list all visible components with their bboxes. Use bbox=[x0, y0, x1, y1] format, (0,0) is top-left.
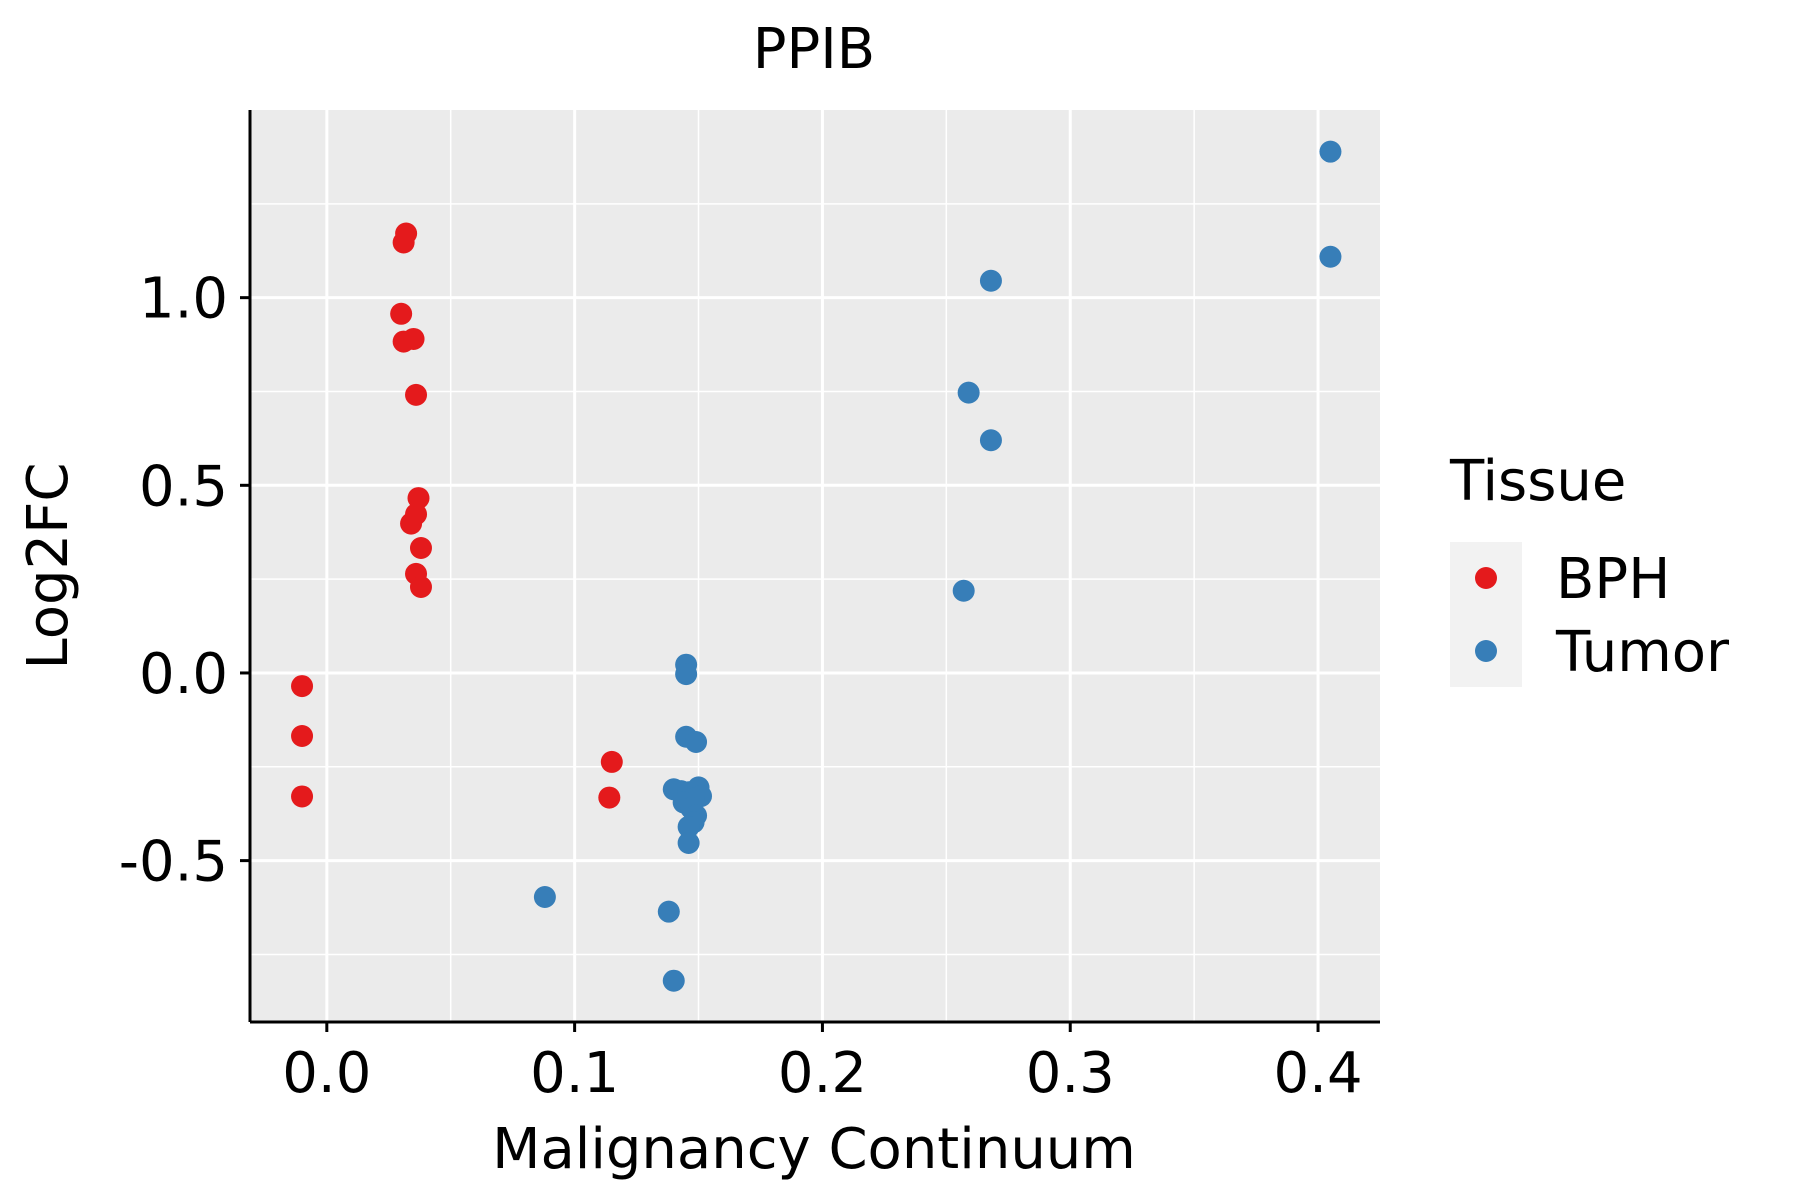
y-axis-ticks: -0.5 0.0 0.5 1.0 bbox=[119, 267, 250, 895]
point-bph bbox=[291, 675, 314, 698]
legend-label-tumor: Tumor bbox=[1555, 620, 1730, 685]
legend-title: Tissue bbox=[1449, 449, 1626, 514]
point-bph bbox=[409, 536, 432, 559]
point-tumor bbox=[677, 831, 700, 854]
point-tumor bbox=[1319, 140, 1342, 163]
x-tick-label: 0.1 bbox=[530, 1041, 619, 1106]
x-tick-label: 0.2 bbox=[778, 1041, 867, 1106]
x-tick-label: 0.4 bbox=[1274, 1041, 1363, 1106]
point-tumor bbox=[533, 886, 556, 909]
point-tumor bbox=[979, 429, 1002, 452]
y-axis-label: Log2FC bbox=[16, 463, 81, 670]
x-tick-label: 0.3 bbox=[1026, 1041, 1115, 1106]
plot-panel bbox=[250, 110, 1380, 1022]
point-tumor bbox=[1319, 245, 1342, 268]
point-tumor bbox=[952, 579, 975, 602]
point-bph bbox=[400, 512, 423, 535]
x-axis-ticks: 0.0 0.1 0.2 0.3 0.4 bbox=[282, 1022, 1363, 1106]
legend-label-bph: BPH bbox=[1556, 547, 1670, 612]
point-tumor bbox=[675, 663, 698, 686]
point-tumor bbox=[657, 900, 680, 923]
legend-key-bph bbox=[1475, 567, 1497, 589]
point-tumor bbox=[677, 815, 700, 838]
x-axis-label: Malignancy Continuum bbox=[492, 1117, 1136, 1182]
point-bph bbox=[409, 576, 432, 599]
point-bph bbox=[291, 725, 314, 748]
point-bph bbox=[392, 330, 415, 353]
point-bph bbox=[390, 302, 413, 325]
point-tumor bbox=[979, 269, 1002, 292]
minor-gridlines bbox=[250, 110, 1380, 1022]
point-bph bbox=[392, 231, 415, 254]
data-points bbox=[291, 140, 1342, 992]
legend-key-background bbox=[1450, 542, 1522, 687]
chart-title: PPIB bbox=[753, 17, 875, 82]
legend-key-tumor bbox=[1475, 640, 1497, 662]
point-bph bbox=[291, 785, 314, 808]
point-bph bbox=[405, 383, 428, 406]
y-tick-label: 0.0 bbox=[139, 642, 228, 707]
point-bph bbox=[600, 750, 623, 773]
y-tick-label: -0.5 bbox=[119, 830, 228, 895]
legend: Tissue BPH Tumor bbox=[1449, 449, 1730, 687]
point-bph bbox=[598, 786, 621, 809]
point-tumor bbox=[685, 731, 708, 754]
point-tumor bbox=[662, 969, 685, 992]
y-tick-label: 0.5 bbox=[139, 454, 228, 519]
point-tumor bbox=[957, 381, 980, 404]
x-tick-label: 0.0 bbox=[282, 1041, 371, 1106]
major-gridlines bbox=[250, 110, 1380, 1022]
y-tick-label: 1.0 bbox=[139, 267, 228, 332]
point-bph bbox=[407, 487, 430, 510]
